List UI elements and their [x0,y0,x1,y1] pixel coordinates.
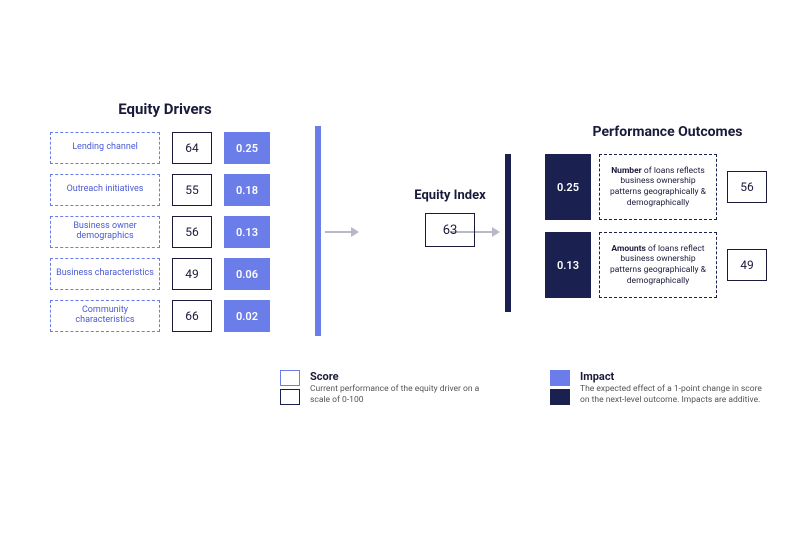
drivers-title: Equity Drivers [50,100,280,118]
legend-impact-swatches [550,370,570,405]
swatch-score-driver [280,370,300,386]
legend-impact-desc: The expected effect of a 1-point change … [580,384,770,405]
swatch-impact-driver [550,370,570,386]
arrow-drivers-to-index [325,227,359,237]
index-title: Equity Index [414,188,485,203]
driver-impact: 0.13 [224,216,270,248]
legend-score-title: Score [310,370,500,383]
outcomes-title: Performance Outcomes [535,124,800,140]
driver-label: Lending channel [50,132,160,164]
driver-score: 49 [172,258,212,290]
outcome-score: 56 [727,171,767,203]
driver-score: 56 [172,216,212,248]
legend-impact: Impact The expected effect of a 1-point … [550,370,770,405]
swatch-score-outcome [280,389,300,405]
driver-score: 64 [172,132,212,164]
driver-impact: 0.06 [224,258,270,290]
driver-row: Lending channel 64 0.25 [50,132,310,164]
driver-label: Community characteristics [50,300,160,332]
driver-row: Business characteristics 49 0.06 [50,258,310,290]
outcome-score: 49 [727,249,767,281]
driver-impact: 0.02 [224,300,270,332]
index-value: 63 [425,213,475,247]
driver-impact: 0.18 [224,174,270,206]
swatch-impact-outcome [550,389,570,405]
outcome-row: 0.13 Amounts of loans reflect business o… [545,232,800,298]
legend-score-desc: Current performance of the equity driver… [310,384,500,405]
driver-score: 55 [172,174,212,206]
outcome-impact: 0.25 [545,154,591,220]
driver-label: Outreach initiatives [50,174,160,206]
outcome-impact: 0.13 [545,232,591,298]
drivers-vertical-bar [315,126,321,336]
index-column: Equity Index 63 [385,188,515,247]
driver-row: Community characteristics 66 0.02 [50,300,310,332]
outcome-description: Amounts of loans reflect business owners… [599,232,717,298]
outcomes-column: Performance Outcomes 0.25 Number of loan… [535,124,800,310]
legend-score: Score Current performance of the equity … [280,370,500,405]
legend: Score Current performance of the equity … [280,370,770,405]
equity-diagram: Equity Drivers Lending channel 64 0.25 O… [50,100,750,342]
driver-label: Business owner demographics [50,216,160,248]
legend-score-swatches [280,370,300,405]
outcome-description: Number of loans reflects business owners… [599,154,717,220]
drivers-column: Equity Drivers Lending channel 64 0.25 O… [50,100,310,342]
driver-label: Business characteristics [50,258,160,290]
driver-score: 66 [172,300,212,332]
driver-row: Outreach initiatives 55 0.18 [50,174,310,206]
outcome-row: 0.25 Number of loans reflects business o… [545,154,800,220]
driver-impact: 0.25 [224,132,270,164]
driver-row: Business owner demographics 56 0.13 [50,216,310,248]
legend-impact-title: Impact [580,370,770,383]
